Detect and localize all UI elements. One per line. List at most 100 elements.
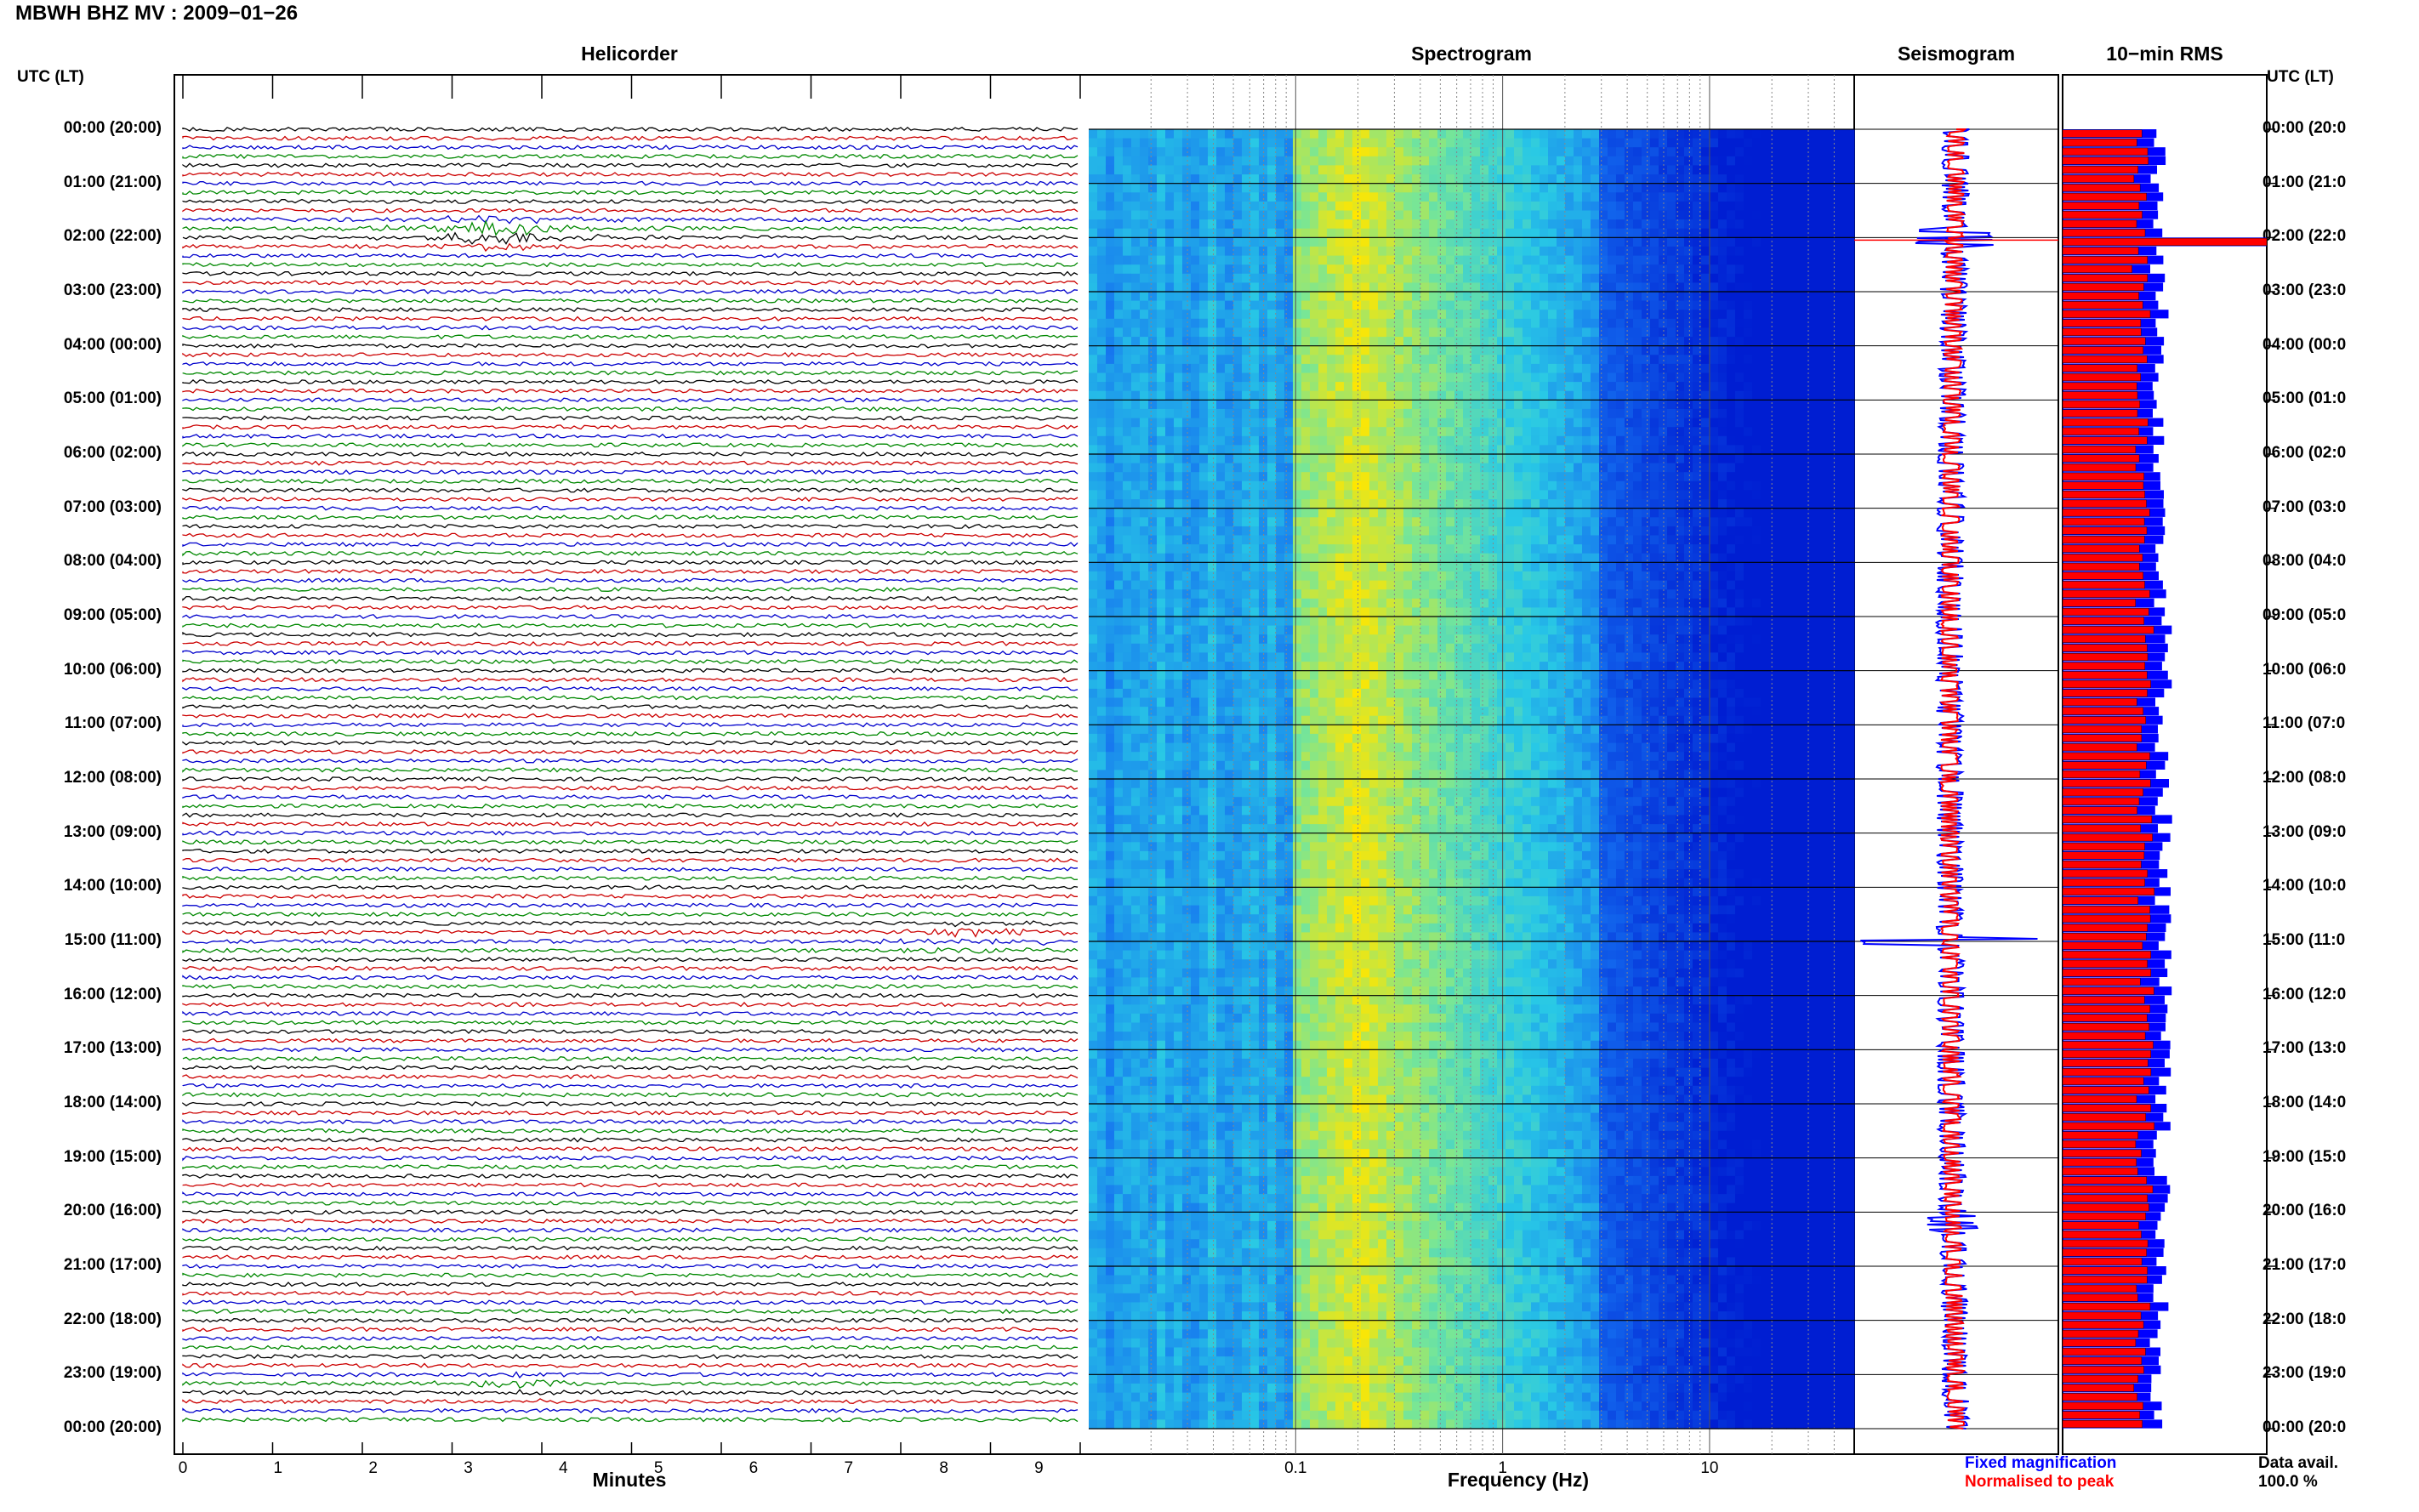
spectrogram-cell	[1174, 562, 1183, 572]
spectrogram-cell	[1318, 805, 1328, 816]
spectrogram-cell	[1233, 779, 1243, 789]
spectrogram-cell	[1327, 752, 1336, 762]
spectrogram-cell	[1225, 770, 1234, 780]
spectrogram-cell	[1199, 219, 1209, 230]
spectrogram-cell	[1310, 1067, 1319, 1077]
spectrogram-cell	[1293, 797, 1302, 807]
spectrogram-cell	[1216, 1175, 1226, 1186]
spectrogram-cell	[1114, 617, 1124, 627]
spectrogram-cell	[1089, 246, 1098, 257]
spectrogram-cell	[1097, 480, 1107, 491]
spectrogram-cell	[1097, 382, 1107, 392]
spectrogram-cell	[1301, 508, 1311, 518]
spectrogram-cell	[1327, 977, 1336, 987]
spectrogram-cell	[1327, 688, 1336, 699]
spectrogram-cell	[1344, 878, 1353, 888]
spectrogram-cell	[1089, 652, 1098, 662]
spectrogram-cell	[1097, 1284, 1107, 1294]
spectrogram-cell	[1165, 1194, 1175, 1204]
spectrogram-cell	[1361, 589, 1370, 600]
spectrogram-cell	[1276, 1311, 1285, 1322]
spectrogram-cell	[1123, 842, 1132, 852]
spectrogram-cell	[1089, 770, 1098, 780]
spectrogram-cell	[1191, 1140, 1200, 1150]
spectrogram-cell	[1123, 634, 1132, 645]
spectrogram-cell	[1318, 634, 1328, 645]
spectrogram-cell	[1165, 941, 1175, 952]
spectrogram-cell	[1208, 923, 1217, 933]
spectrogram-cell	[1276, 571, 1285, 582]
time-label-left: 06:00 (02:00)	[63, 444, 162, 462]
spectrogram-cell	[1208, 526, 1217, 537]
spectrogram-cell	[1157, 1419, 1166, 1430]
spectrogram-cell	[1267, 427, 1277, 437]
spectrogram-cell	[1114, 535, 1124, 545]
spectrogram-cell	[1225, 842, 1234, 852]
spectrogram-cell	[1097, 697, 1107, 708]
spectrogram-cell	[1335, 824, 1345, 834]
spectrogram-cell	[1369, 1347, 1379, 1357]
spectrogram-cell	[1242, 1293, 1251, 1303]
rms-title: 10−min RMS	[2106, 43, 2223, 65]
spectrogram-cell	[1335, 1194, 1345, 1204]
spectrogram-cell	[1089, 201, 1098, 212]
spectrogram-cell	[1182, 634, 1192, 645]
spectrogram-cell	[1191, 1067, 1200, 1077]
spectrogram-cell	[1114, 418, 1124, 428]
spectrogram-cell	[1259, 192, 1268, 202]
spectrogram-cell	[1199, 1266, 1209, 1276]
spectrogram-cell	[1335, 860, 1345, 870]
spectrogram-cell	[1344, 282, 1353, 293]
spectrogram-cell	[1310, 1004, 1319, 1015]
spectrogram-cell	[1165, 797, 1175, 807]
spectrogram-cell	[1250, 138, 1260, 148]
spectrogram-cell	[1352, 1040, 1362, 1050]
spectrogram-cell	[1148, 499, 1158, 509]
spectrogram-cell	[1225, 1239, 1234, 1249]
spectrogram-cell	[1352, 418, 1362, 428]
spectrogram-cell	[1165, 400, 1175, 410]
spectrogram-cell	[1174, 1040, 1183, 1050]
spectrogram-cell	[1318, 598, 1328, 608]
spectrogram-cell	[1148, 571, 1158, 582]
spectrogram-cell	[1361, 174, 1370, 185]
spectrogram-cell	[1335, 1167, 1345, 1177]
spectrogram-cell	[1250, 1085, 1260, 1095]
spectrogram-cell	[1114, 427, 1124, 437]
spectrogram-cell	[1131, 932, 1141, 942]
spectrogram-cell	[1131, 156, 1141, 166]
spectrogram-cell	[1191, 526, 1200, 537]
spectrogram-cell	[1310, 1104, 1319, 1114]
spectrogram-cell	[1242, 1220, 1251, 1231]
spectrogram-cell	[1259, 905, 1268, 915]
spectrogram-cell	[1242, 490, 1251, 500]
spectrogram-cell	[1301, 1202, 1311, 1213]
spectrogram-cell	[1378, 228, 1387, 238]
spectrogram-cell	[1182, 273, 1192, 283]
spectrogram-cell	[1140, 850, 1149, 861]
spectrogram-cell	[1335, 733, 1345, 744]
spectrogram-cell	[1352, 779, 1362, 789]
spectrogram-cell	[1259, 499, 1268, 509]
spectrogram-cell	[1097, 1013, 1107, 1024]
spectrogram-cell	[1123, 1383, 1132, 1394]
spectrogram-cell	[1267, 923, 1277, 933]
spectrogram-cell	[1157, 833, 1166, 843]
spectrogram-cell	[1165, 1112, 1175, 1123]
spectrogram-cell	[1216, 833, 1226, 843]
spectrogram-cell	[1301, 1112, 1311, 1123]
spectrogram-cell	[1140, 535, 1149, 545]
spectrogram-cell	[1165, 752, 1175, 762]
spectrogram-cell	[1140, 562, 1149, 572]
spectrogram-cell	[1344, 842, 1353, 852]
spectrogram-cell	[1344, 292, 1353, 302]
spectrogram-cell	[1276, 1067, 1285, 1077]
spectrogram-cell	[1310, 860, 1319, 870]
spectrogram-cell	[1123, 1130, 1132, 1140]
spectrogram-cell	[1106, 472, 1115, 482]
spectrogram-cell	[1344, 1365, 1353, 1375]
spectrogram-cell	[1097, 652, 1107, 662]
spectrogram-cell	[1267, 174, 1277, 185]
spectrogram-cell	[1301, 571, 1311, 582]
spectrogram-cell	[1182, 1122, 1192, 1132]
